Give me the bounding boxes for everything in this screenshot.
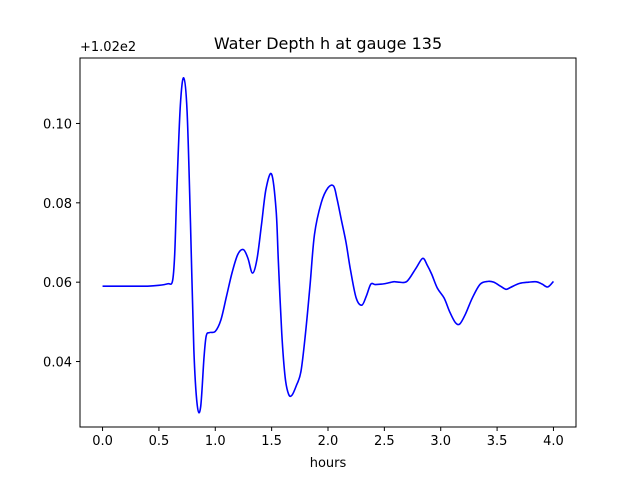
series-layer	[102, 77, 555, 414]
chart-title: Water Depth h at gauge 135	[214, 34, 442, 53]
y-axis-offset-label: +1.02e2	[80, 40, 136, 55]
y-tick-label: 0.08	[43, 197, 72, 212]
x-tick-label: 1.5	[261, 434, 282, 449]
x-tick-label: 4.0	[543, 434, 564, 449]
plot-frame	[79, 57, 577, 428]
y-tick-label: 0.04	[43, 356, 72, 371]
x-tick-label: 2.0	[318, 434, 339, 449]
x-tick-label: 3.0	[430, 434, 451, 449]
x-axis-label: hours	[310, 456, 347, 471]
x-tick-label: 0.0	[92, 434, 113, 449]
y-tick-label: 0.10	[43, 117, 72, 132]
x-tick-label: 3.5	[487, 434, 508, 449]
y-tick-label: 0.06	[43, 276, 72, 291]
y-axis-ticks: 0.04 0.06 0.08 0.10	[43, 117, 80, 371]
x-axis-ticks: 0.0 0.5 1.0 1.5 2.0 2.5 3.0 3.5 4.0	[92, 427, 564, 449]
x-tick-label: 2.5	[374, 434, 395, 449]
x-tick-label: 1.0	[205, 434, 226, 449]
series-line	[102, 77, 555, 414]
x-tick-label: 0.5	[149, 434, 170, 449]
